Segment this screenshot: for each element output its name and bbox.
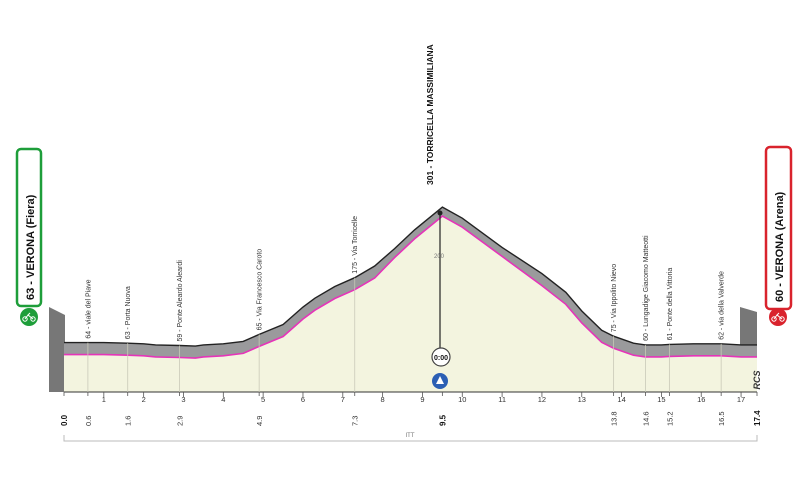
tick-label-marked-11: 17.4 — [753, 410, 762, 426]
tick-label-marked-9: 15.2 — [665, 411, 674, 426]
finish-bike-icon — [769, 308, 787, 326]
tick-label-marked-10: 16.5 — [717, 411, 726, 426]
profile-road-band — [64, 207, 757, 359]
tick-label-marked-3: 2.9 — [176, 416, 185, 426]
finish-label: 60 - VERONA (Arena) — [774, 191, 786, 302]
landmark-label-8: 62 - via della Valverde — [719, 271, 726, 340]
tick-label-int-7: 8 — [381, 395, 385, 404]
landmark-label-1: 63 - Porta Nuova — [125, 286, 132, 339]
checkpoint-marker: 0:00 — [431, 210, 451, 389]
finish-badge: 60 - VERONA (Arena) — [764, 145, 793, 326]
tick-label-marked-1: 0.6 — [84, 416, 93, 426]
tick-label-marked-8: 14.6 — [642, 411, 651, 426]
landmark-label-6: 60 - Lungadige Giacomo Matteotti — [643, 235, 650, 341]
tick-label-int-14: 15 — [657, 395, 665, 404]
tick-label-marked-4: 4.9 — [255, 416, 264, 426]
tick-label-int-11: 12 — [538, 395, 546, 404]
landmark-label-3: 65 - Via Francesco Caroto — [257, 249, 264, 331]
profile-fill — [64, 216, 757, 392]
tick-label-int-16: 17 — [737, 395, 745, 404]
stopwatch-icon — [431, 347, 451, 367]
tick-label-int-6: 7 — [341, 395, 345, 404]
tick-label-marked-6: 9.5 — [438, 414, 447, 426]
tick-label-int-5: 6 — [301, 395, 305, 404]
landmark-label-7: 61 - Ponte della Vittoria — [667, 268, 674, 341]
start-badge: 63 - VERONA (Fiera) — [15, 147, 43, 326]
tick-label-int-13: 14 — [617, 395, 625, 404]
landmark-label-5: 75 - Via Ippolito Nievo — [611, 264, 618, 332]
brand-mark: RCS — [752, 370, 762, 389]
profile-outline — [64, 206, 757, 347]
landmark-label-4: 175 - Via Torricelle — [352, 216, 359, 274]
tick-label-int-2: 3 — [181, 395, 185, 404]
tick-layer: 1 2 3 4 5 6 7 8 9 10 11 12 13 14 15 16 170.0 0.6 1.6 2.9 4.9… — [60, 392, 762, 426]
tick-label-int-1: 2 — [142, 395, 146, 404]
start-side-panel — [49, 307, 65, 392]
tick-label-marked-0: 0.0 — [60, 414, 69, 426]
summit-label: 301 - TORRICELLA MASSIMILIANA — [425, 44, 435, 185]
landmark-label-0: 64 - viale del Piave — [85, 279, 92, 338]
tick-label-int-4: 5 — [261, 395, 265, 404]
landmark-label-2: 59 - Ponte Aleardo Aleardi — [177, 260, 184, 342]
tick-label-int-8: 9 — [420, 395, 424, 404]
landmark-layer: 64 - viale del Piave 63 - Porta Nuova 59 -… — [85, 216, 726, 392]
tick-label-int-15: 16 — [697, 395, 705, 404]
profile-area-layer — [64, 206, 757, 393]
tick-label-int-0: 1 — [102, 395, 106, 404]
start-label: 63 - VERONA (Fiera) — [25, 194, 37, 300]
checkpoint-time: 0:00 — [434, 355, 448, 362]
tick-label-int-12: 13 — [578, 395, 586, 404]
tick-label-marked-2: 1.6 — [124, 416, 133, 426]
tick-label-marked-7: 13.8 — [610, 411, 619, 426]
start-bike-icon — [20, 308, 38, 326]
tick-label-int-3: 4 — [221, 395, 225, 404]
profile-line — [64, 215, 757, 359]
footer-bracket: ITT — [63, 433, 758, 442]
tick-label-int-10: 11 — [498, 395, 506, 404]
footer-label: ITT — [406, 433, 415, 439]
minor-altitude-label: 200 — [434, 254, 445, 260]
tick-label-marked-5: 7.3 — [351, 416, 360, 426]
tick-label-int-9: 10 — [458, 395, 466, 404]
